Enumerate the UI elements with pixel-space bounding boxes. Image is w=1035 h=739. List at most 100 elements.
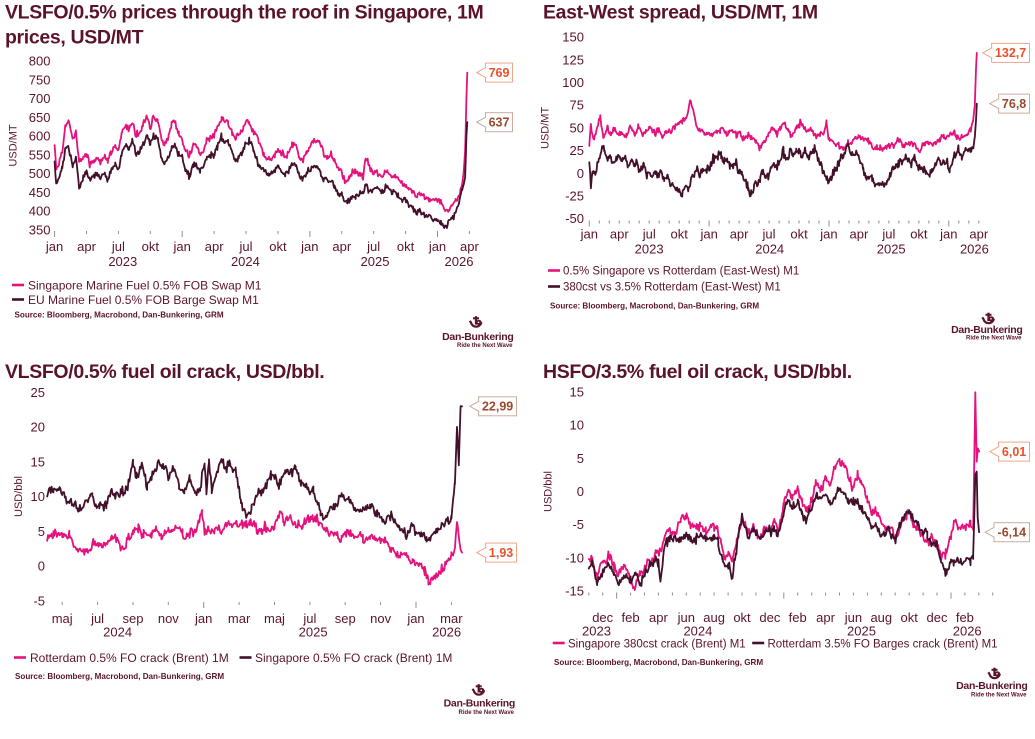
svg-text:-6,14: -6,14 bbox=[998, 526, 1027, 540]
svg-text:jul: jul bbox=[239, 239, 253, 254]
svg-text:jan: jan bbox=[428, 239, 446, 254]
svg-text:Ride the Next Wave: Ride the Next Wave bbox=[971, 693, 1027, 699]
svg-text:maj: maj bbox=[52, 611, 73, 626]
svg-text:6,01: 6,01 bbox=[1002, 445, 1026, 459]
svg-text:Source: Bloomberg, Macrobond,: Source: Bloomberg, Macrobond, Dan-Bunker… bbox=[15, 311, 224, 320]
svg-text:jan: jan bbox=[194, 611, 212, 626]
svg-text:2026: 2026 bbox=[432, 625, 461, 640]
svg-text:sep: sep bbox=[122, 611, 143, 626]
svg-text:637: 637 bbox=[489, 116, 510, 130]
svg-text:jan: jan bbox=[45, 239, 63, 254]
svg-text:0: 0 bbox=[577, 484, 584, 499]
svg-text:Dan-Bunkering: Dan-Bunkering bbox=[442, 331, 513, 343]
svg-text:okt: okt bbox=[142, 239, 160, 254]
svg-text:okt: okt bbox=[790, 227, 808, 242]
svg-text:okt: okt bbox=[671, 227, 689, 242]
svg-text:Singapore 380cst crack (Brent): Singapore 380cst crack (Brent) M1 bbox=[568, 638, 746, 650]
svg-text:75: 75 bbox=[570, 98, 584, 113]
svg-text:500: 500 bbox=[29, 166, 51, 181]
svg-text:jul: jul bbox=[302, 611, 316, 626]
svg-text:10: 10 bbox=[570, 418, 584, 433]
svg-text:-50: -50 bbox=[565, 211, 584, 226]
svg-text:125: 125 bbox=[562, 52, 584, 67]
svg-text:apr: apr bbox=[460, 239, 479, 254]
svg-text:HSFO/3.5% fuel oil crack, USD/: HSFO/3.5% fuel oil crack, USD/bbl. bbox=[543, 361, 852, 383]
svg-text:100: 100 bbox=[562, 75, 584, 90]
svg-text:jan: jan bbox=[406, 611, 424, 626]
svg-text:VLSFO/0.5% prices through the: VLSFO/0.5% prices through the roof in Si… bbox=[5, 2, 483, 24]
svg-text:15: 15 bbox=[570, 385, 584, 400]
svg-text:VLSFO/0.5% fuel oil crack, USD: VLSFO/0.5% fuel oil crack, USD/bbl. bbox=[5, 361, 324, 383]
svg-text:450: 450 bbox=[29, 185, 51, 200]
svg-text:2023: 2023 bbox=[108, 254, 137, 269]
svg-text:jul: jul bbox=[90, 611, 104, 626]
svg-text:feb: feb bbox=[622, 610, 640, 625]
svg-text:maj: maj bbox=[264, 611, 285, 626]
svg-text:Ride the Next Wave: Ride the Next Wave bbox=[459, 710, 515, 716]
svg-text:Ride the Next Wave: Ride the Next Wave bbox=[966, 336, 1022, 342]
svg-text:dec: dec bbox=[592, 610, 613, 625]
svg-text:nov: nov bbox=[158, 611, 179, 626]
svg-text:dec: dec bbox=[927, 610, 948, 625]
svg-text:2026: 2026 bbox=[953, 624, 982, 639]
svg-text:0: 0 bbox=[38, 559, 45, 574]
svg-text:jan: jan bbox=[699, 227, 717, 242]
svg-text:Rotterdam 3.5% FO Barges crack: Rotterdam 3.5% FO Barges crack (Brent) M… bbox=[768, 638, 998, 650]
svg-text:jan: jan bbox=[819, 227, 837, 242]
svg-text:aug: aug bbox=[703, 610, 725, 625]
svg-text:apr: apr bbox=[610, 227, 629, 242]
svg-text:-5: -5 bbox=[572, 517, 584, 532]
svg-text:132,7: 132,7 bbox=[995, 46, 1026, 60]
svg-text:Source: Bloomberg, Macrobond,: Source: Bloomberg, Macrobond, Dan-Bunker… bbox=[550, 302, 759, 311]
svg-text:800: 800 bbox=[29, 54, 51, 69]
svg-text:Dan-Bunkering: Dan-Bunkering bbox=[444, 697, 515, 709]
svg-text:mar: mar bbox=[228, 611, 251, 626]
svg-text:okt: okt bbox=[269, 239, 287, 254]
svg-text:apr: apr bbox=[816, 610, 835, 625]
svg-text:-10: -10 bbox=[565, 550, 584, 565]
svg-text:jun: jun bbox=[844, 610, 862, 625]
svg-text:jan: jan bbox=[173, 239, 191, 254]
svg-text:-25: -25 bbox=[565, 188, 584, 203]
svg-text:2025: 2025 bbox=[361, 254, 390, 269]
svg-text:2025: 2025 bbox=[877, 242, 906, 257]
svg-text:dec: dec bbox=[759, 610, 780, 625]
svg-text:2023: 2023 bbox=[635, 242, 664, 257]
svg-text:50: 50 bbox=[570, 120, 584, 135]
svg-text:jul: jul bbox=[881, 227, 895, 242]
svg-text:20: 20 bbox=[31, 420, 45, 435]
svg-text:EU Marine Fuel 0.5% FOB Barge: EU Marine Fuel 0.5% FOB Barge Swap M1 bbox=[28, 293, 259, 307]
svg-text:Source: Bloomberg, Macrobond,: Source: Bloomberg, Macrobond, Dan-Bunker… bbox=[15, 672, 224, 681]
svg-text:-5: -5 bbox=[33, 593, 45, 608]
svg-text:jul: jul bbox=[642, 227, 656, 242]
svg-text:2024: 2024 bbox=[683, 624, 712, 639]
svg-text:2026: 2026 bbox=[960, 242, 989, 257]
svg-text:Singapore Marine Fuel 0.5% FOB: Singapore Marine Fuel 0.5% FOB Swap M1 bbox=[28, 278, 262, 292]
svg-text:apr: apr bbox=[332, 239, 351, 254]
svg-text:25: 25 bbox=[570, 143, 584, 158]
svg-text:jun: jun bbox=[677, 610, 695, 625]
svg-text:USD/bbl: USD/bbl bbox=[543, 471, 555, 512]
svg-text:apr: apr bbox=[730, 227, 749, 242]
svg-text:2026: 2026 bbox=[445, 254, 474, 269]
svg-text:650: 650 bbox=[29, 110, 51, 125]
svg-text:350: 350 bbox=[29, 222, 51, 237]
svg-text:380cst vs 3.5% Rotterdam (East: 380cst vs 3.5% Rotterdam (East-West) M1 bbox=[563, 282, 781, 294]
svg-text:USD/MT: USD/MT bbox=[540, 107, 552, 149]
svg-text:400: 400 bbox=[29, 204, 51, 219]
svg-text:apr: apr bbox=[649, 610, 668, 625]
svg-text:10: 10 bbox=[31, 489, 45, 504]
svg-text:Singapore 0.5% FO crack (Brent: Singapore 0.5% FO crack (Brent) 1M bbox=[255, 651, 452, 665]
svg-text:USD/MT: USD/MT bbox=[8, 124, 20, 166]
svg-text:sep: sep bbox=[335, 611, 356, 626]
svg-text:2024: 2024 bbox=[231, 254, 260, 269]
svg-text:East-West spread, USD/MT, 1M: East-West spread, USD/MT, 1M bbox=[543, 2, 818, 24]
svg-text:550: 550 bbox=[29, 147, 51, 162]
svg-text:apr: apr bbox=[850, 227, 869, 242]
svg-text:feb: feb bbox=[956, 610, 974, 625]
svg-text:2023: 2023 bbox=[582, 624, 611, 639]
svg-text:Ride the Next Wave: Ride the Next Wave bbox=[457, 343, 513, 349]
svg-text:mar: mar bbox=[440, 611, 463, 626]
svg-text:feb: feb bbox=[789, 610, 807, 625]
svg-text:150: 150 bbox=[562, 30, 584, 45]
